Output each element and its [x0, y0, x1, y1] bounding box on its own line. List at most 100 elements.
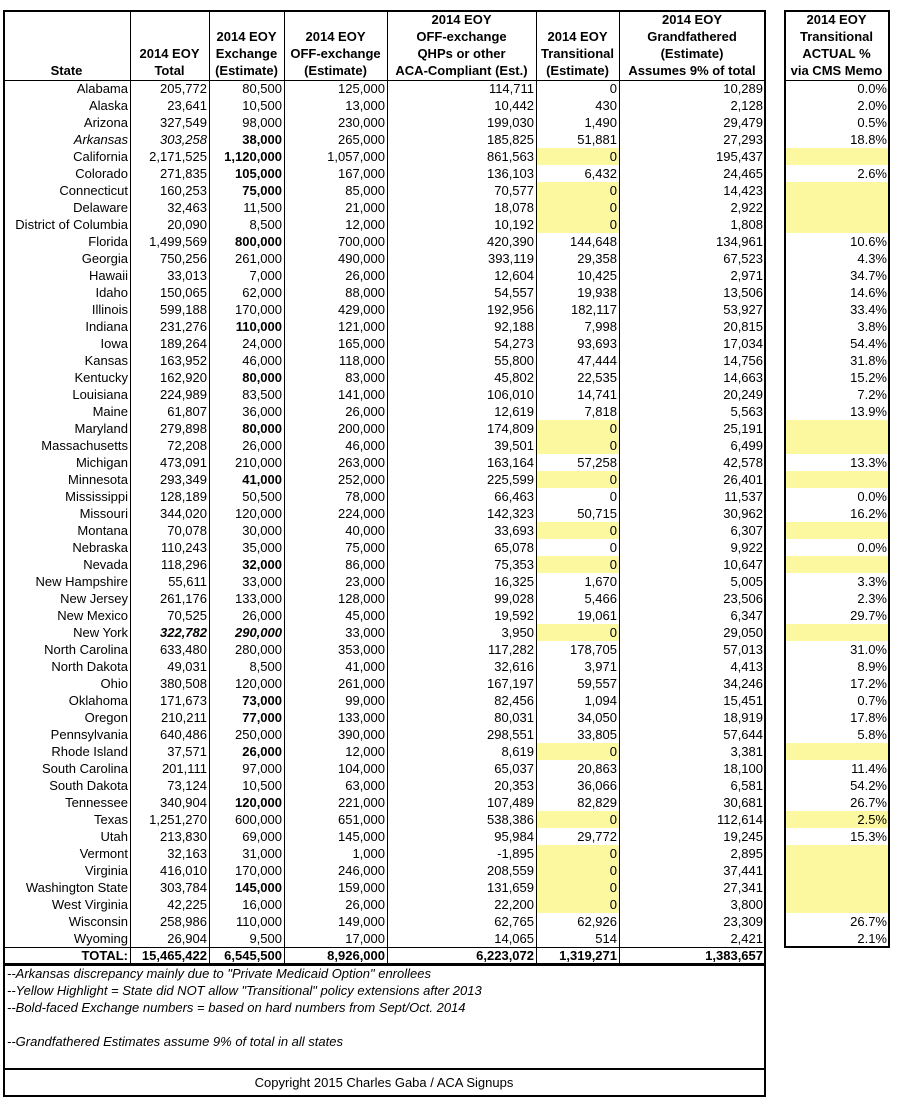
data-cell: 3,800	[730, 897, 763, 912]
data-cell: 15,451	[723, 693, 763, 708]
data-cell: 0.0%	[857, 489, 887, 504]
data-cell: 26,904	[167, 931, 207, 946]
data-cell: 327,549	[160, 115, 207, 130]
data-cell: 192,956	[487, 302, 534, 317]
data-cell: 1,094	[584, 693, 617, 708]
data-cell: 25,191	[723, 421, 763, 436]
data-cell: 34,246	[723, 676, 763, 691]
data-cell: 261,000	[235, 251, 282, 266]
data-cell	[785, 216, 889, 233]
data-cell: 261,176	[160, 591, 207, 606]
actual-column-border	[784, 10, 890, 948]
data-cell: 9,922	[730, 540, 763, 555]
data-cell: 97,000	[242, 761, 282, 776]
data-cell: 0.7%	[857, 693, 887, 708]
data-cell: 118,296	[160, 557, 207, 572]
data-cell: 26,000	[345, 897, 385, 912]
data-cell: 12,619	[494, 404, 534, 419]
data-cell: 2,421	[730, 931, 763, 946]
data-cell: 110,000	[235, 914, 282, 929]
column-header: OFF-exchange	[416, 29, 507, 44]
data-cell: 10,425	[577, 268, 617, 283]
column-header: State	[50, 63, 83, 78]
data-cell: 390,000	[338, 727, 385, 742]
data-cell: 92,188	[494, 319, 534, 334]
data-cell: 33,000	[345, 625, 385, 640]
data-cell: 32,616	[494, 659, 534, 674]
data-cell: 3,950	[501, 625, 534, 640]
column-header: 2014 EOY	[547, 29, 608, 44]
data-cell: 65,037	[494, 761, 534, 776]
data-cell: 189,264	[160, 336, 207, 351]
data-cell: 14,741	[577, 387, 617, 402]
data-cell: 75,000	[345, 540, 385, 555]
column-header: (Estimate)	[215, 63, 278, 78]
data-cell: 50,500	[242, 489, 282, 504]
data-cell: 599,188	[160, 302, 207, 317]
data-cell: 20,353	[494, 778, 534, 793]
data-cell: 252,000	[338, 472, 385, 487]
data-cell: 10,500	[242, 778, 282, 793]
state-name: Alabama	[76, 81, 128, 96]
data-cell	[785, 624, 889, 641]
data-cell: 3,381	[730, 744, 763, 759]
data-cell: 174,809	[487, 421, 534, 436]
data-cell	[785, 148, 889, 165]
data-cell: 160,253	[160, 183, 207, 198]
state-name: Missouri	[79, 506, 128, 521]
state-name: Delaware	[73, 200, 128, 215]
data-cell: 33,805	[577, 727, 617, 742]
copyright: Copyright 2015 Charles Gaba / ACA Signup…	[254, 1075, 514, 1090]
state-name: Michigan	[75, 455, 128, 470]
data-cell: 24,000	[242, 336, 282, 351]
data-cell: 17.8%	[850, 710, 887, 725]
data-cell: 303,784	[160, 880, 207, 895]
total-cell: 6,223,072	[476, 948, 534, 963]
data-cell: 0	[537, 182, 619, 199]
data-cell: 12,000	[345, 217, 385, 232]
data-cell: 142,323	[487, 506, 534, 521]
data-cell: 163,952	[160, 353, 207, 368]
data-cell: 45,802	[494, 370, 534, 385]
data-cell: 5,563	[730, 404, 763, 419]
data-cell: 118,000	[338, 353, 385, 368]
data-cell: 8.9%	[857, 659, 887, 674]
data-cell: 73,124	[167, 778, 207, 793]
data-cell: 65,078	[494, 540, 534, 555]
data-cell: 93,693	[577, 336, 617, 351]
data-cell: 112,614	[716, 812, 763, 827]
data-cell: 353,000	[338, 642, 385, 657]
total-cell: 15,465,422	[141, 948, 207, 963]
data-cell: 1,057,000	[327, 149, 385, 164]
data-cell: 9,500	[249, 931, 282, 946]
state-name: District of Columbia	[15, 217, 128, 232]
data-cell: 133,000	[235, 591, 282, 606]
data-cell: 0.0%	[857, 81, 887, 96]
data-cell: 18.8%	[850, 132, 887, 147]
data-cell: 150,065	[160, 285, 207, 300]
data-cell: 17.2%	[850, 676, 887, 691]
data-cell: 35,000	[242, 540, 282, 555]
data-cell: 1,670	[584, 574, 617, 589]
column-header: (Estimate)	[660, 46, 724, 61]
data-cell: 2.1%	[857, 931, 887, 946]
data-cell: 1,499,569	[149, 234, 207, 249]
data-cell: 14,423	[723, 183, 763, 198]
state-name: Idaho	[95, 285, 128, 300]
data-cell: 120,000	[235, 795, 282, 810]
data-cell: 6,432	[584, 166, 617, 181]
data-cell: 7.2%	[857, 387, 887, 402]
data-cell: 0	[537, 896, 619, 913]
data-cell: 221,000	[338, 795, 385, 810]
state-name: Georgia	[81, 251, 128, 266]
data-cell: 98,000	[242, 115, 282, 130]
data-cell: 3.8%	[857, 319, 887, 334]
data-cell: 8,619	[501, 744, 534, 759]
state-name: Florida	[88, 234, 128, 249]
data-cell: 54,557	[494, 285, 534, 300]
data-cell: 171,673	[160, 693, 207, 708]
data-cell: 167,197	[487, 676, 534, 691]
data-cell: 62,926	[577, 914, 617, 929]
data-cell: 80,000	[242, 370, 282, 385]
data-cell: 20,090	[167, 217, 207, 232]
